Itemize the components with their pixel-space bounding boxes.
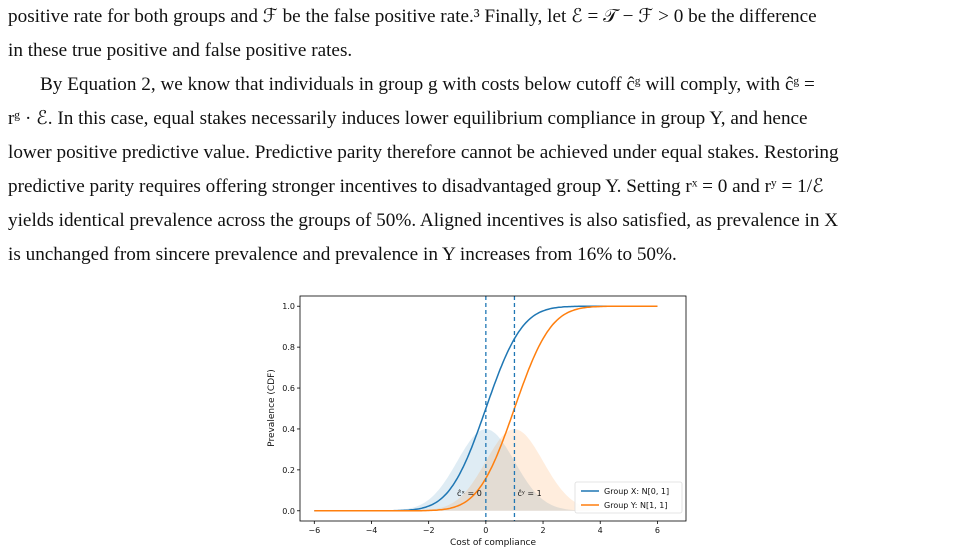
legend-label: Group X: N[0, 1]	[604, 487, 669, 496]
x-tick-label: 4	[598, 526, 603, 535]
x-tick-label: −2	[423, 526, 435, 535]
body-text: positive rate for both groups and ℱ be t…	[8, 0, 946, 272]
y-axis-label: Prevalence (CDF)	[267, 369, 277, 447]
legend-box	[574, 481, 683, 514]
axis-ticks: −6 −4 −2 0 2 4 6 0.0 0.2 0.4 0.6 0.8 1.0	[282, 302, 660, 535]
legend: Group X: N[0, 1] Group Y: N[1, 1]	[574, 481, 683, 514]
plot-frame	[299, 295, 687, 522]
x-tick-label: 6	[655, 526, 660, 535]
y-tick-label: 0.6	[282, 384, 295, 393]
text-line: is unchanged from sincere prevalence and…	[8, 244, 677, 265]
text-line: positive rate for both groups and ℱ be t…	[8, 6, 817, 27]
y-tick-label: 0.2	[282, 466, 295, 475]
y-tick-label: 1.0	[282, 302, 295, 311]
legend-label: Group Y: N[1, 1]	[604, 501, 667, 510]
y-tick-label: 0.4	[282, 425, 295, 434]
cutoff-lines: ĉˣ = 0 ĉʸ = 1	[457, 296, 542, 521]
text-line: By Equation 2, we know that individuals …	[40, 74, 815, 95]
text-line: predictive parity requires offering stro…	[8, 176, 824, 197]
text-line: in these true positive and false positiv…	[8, 40, 353, 61]
text-line: rᵍ · ℰ. In this case, equal stakes neces…	[8, 108, 808, 129]
cutoff-label: ĉˣ = 0	[457, 488, 482, 498]
y-tick-label: 0.0	[282, 507, 295, 516]
x-tick-label: −4	[366, 526, 378, 535]
text-line: yields identical prevalence across the g…	[8, 210, 839, 231]
x-axis-label: Cost of compliance	[450, 538, 537, 548]
density-fills	[314, 429, 658, 511]
text-line: lower positive predictive value. Predict…	[8, 142, 839, 163]
x-tick-label: 0	[483, 526, 488, 535]
cutoff-label: ĉʸ = 1	[517, 488, 541, 498]
x-tick-label: 2	[540, 526, 545, 535]
density-fill	[314, 429, 658, 511]
x-tick-label: −6	[308, 526, 320, 535]
density-fill	[314, 429, 658, 511]
y-tick-label: 0.8	[282, 343, 295, 352]
